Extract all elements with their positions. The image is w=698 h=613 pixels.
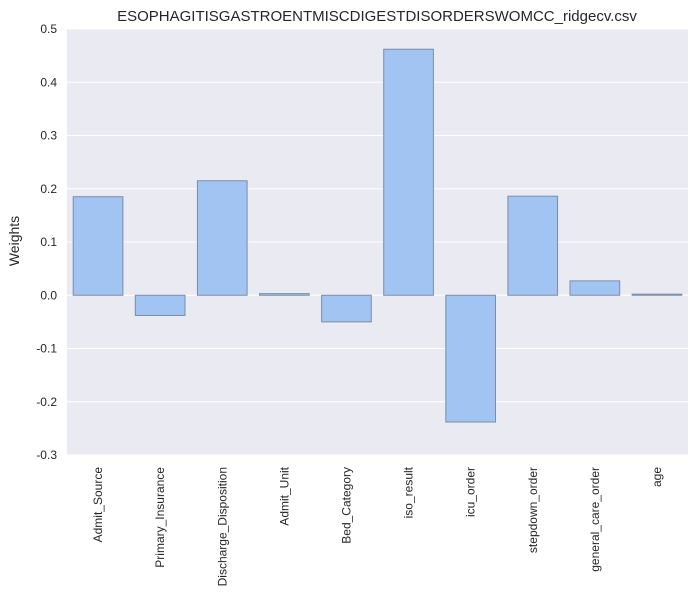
bars — [72, 48, 683, 423]
x-tick-label: Admit_Unit — [277, 466, 291, 525]
y-tick-label: 0.0 — [40, 288, 57, 302]
x-tick-label: age — [650, 467, 664, 487]
y-tick-label: -0.2 — [36, 395, 57, 409]
x-tick-label: stepdown_order — [526, 467, 540, 553]
y-tick-label: 0.1 — [40, 235, 57, 249]
bar-stepdown-order — [507, 195, 559, 296]
y-tick-label: 0.2 — [40, 182, 57, 196]
bar-primary-insurance — [134, 294, 186, 316]
y-axis-label: Weights — [6, 216, 22, 266]
y-tick-labels: -0.3 -0.2 -0.1 0.0 0.1 0.2 0.3 0.4 0.5 — [36, 22, 57, 462]
x-tick-label: Primary_Insurance — [153, 467, 167, 568]
bar-age — [631, 293, 683, 296]
y-tick-label: 0.3 — [40, 129, 57, 143]
y-tick-label: 0.5 — [40, 22, 57, 36]
x-tick-label: iso_result — [402, 466, 416, 518]
bar-general-care-order — [569, 280, 621, 296]
bar-admit-source — [72, 196, 124, 296]
bar-admit-unit — [259, 293, 310, 296]
y-tick-label: -0.3 — [36, 448, 57, 462]
x-tick-labels: Admit_Source Primary_Insurance Discharge_D… — [91, 466, 664, 586]
x-tick-label: general_care_order — [588, 467, 602, 572]
bar-iso-result — [383, 48, 434, 296]
bar-icu-order — [445, 294, 496, 423]
x-tick-label: Admit_Source — [91, 467, 105, 543]
chart-title: ESOPHAGITISGASTROENTMISCDIGESTDISORDERSW… — [117, 8, 637, 25]
y-tick-label: -0.1 — [36, 342, 57, 356]
y-tick-label: 0.4 — [40, 75, 57, 89]
bar-bed-category — [321, 294, 372, 323]
bar-discharge-disposition — [196, 180, 248, 296]
x-tick-label: Bed_Category — [339, 467, 353, 544]
x-tick-label: Discharge_Disposition — [215, 467, 229, 586]
x-tick-label: icu_order — [464, 467, 478, 517]
